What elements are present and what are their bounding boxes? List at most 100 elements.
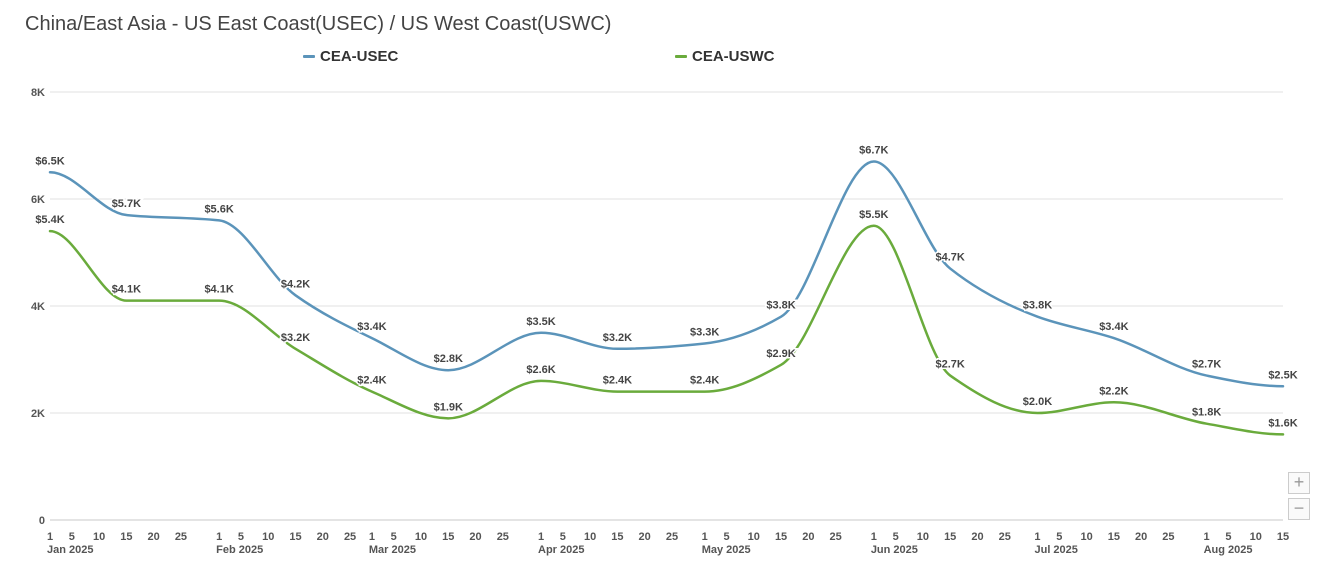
data-label-cea-uswc: $2.2K [1099,385,1128,397]
x-tick-label: 10 [748,531,760,543]
x-tick-label: 10 [415,531,427,543]
legend-swatch-cea-usec [303,55,315,58]
x-month-label: Apr 2025 [538,544,584,556]
x-tick-label: 20 [802,531,814,543]
data-label-cea-usec: $5.7K [112,198,141,210]
legend-item-cea-usec[interactable]: CEA-USEC [303,48,398,65]
y-tick-label: 8K [31,87,45,99]
data-label-cea-usec: $3.8K [766,300,795,312]
x-tick-label: 10 [1250,531,1262,543]
x-tick-label: 25 [175,531,187,543]
x-tick-label: 25 [999,531,1011,543]
data-label-cea-usec: $2.7K [1192,359,1221,371]
x-tick-label: 15 [944,531,956,543]
data-label-cea-usec: $5.6K [204,203,233,215]
x-month-label: Jun 2025 [871,544,918,556]
data-label-cea-uswc: $3.2K [281,332,310,344]
x-tick-label: 15 [442,531,454,543]
legend-label-cea-usec: CEA-USEC [320,48,399,65]
x-tick-label: 10 [1080,531,1092,543]
data-label-cea-usec: $3.8K [1023,300,1052,312]
x-tick-label: 15 [775,531,787,543]
x-month-label: Jan 2025 [47,544,93,556]
data-label-cea-uswc: $2.4K [603,375,632,387]
x-tick-label: 5 [893,531,899,543]
series-line-cea-usec [48,160,1285,388]
x-tick-label: 20 [148,531,160,543]
x-tick-label: 10 [93,531,105,543]
data-label-cea-uswc: $1.6K [1268,417,1297,429]
data-label-cea-uswc: $1.9K [434,401,463,413]
x-tick-label: 1 [1204,531,1210,543]
x-tick-label: 1 [1034,531,1040,543]
data-label-cea-uswc: $2.4K [690,375,719,387]
x-tick-label: 25 [830,531,842,543]
x-tick-label: 10 [262,531,274,543]
data-label-cea-usec: $6.5K [35,155,64,167]
data-label-cea-usec: $6.7K [859,145,888,157]
data-label-cea-usec: $2.5K [1268,369,1297,381]
legend-swatch-cea-uswc [675,55,687,58]
data-label-cea-uswc: $4.1K [112,284,141,296]
data-label-cea-uswc: $4.1K [204,284,233,296]
x-tick-label: 20 [1135,531,1147,543]
x-tick-label: 1 [216,531,222,543]
data-label-cea-uswc: $1.8K [1192,407,1221,419]
legend-label-cea-uswc: CEA-USWC [692,48,775,65]
x-tick-label: 25 [666,531,678,543]
x-tick-label: 1 [369,531,375,543]
x-tick-label: 5 [391,531,397,543]
legend-item-cea-uswc[interactable]: CEA-USWC [675,48,775,65]
data-label-cea-uswc: $2.4K [357,375,386,387]
data-label-cea-usec: $3.4K [1099,321,1128,333]
data-label-cea-uswc: $2.0K [1023,396,1052,408]
x-tick-label: 1 [871,531,877,543]
data-label-cea-usec: $4.2K [281,278,310,290]
x-month-label: May 2025 [702,544,751,556]
x-tick-label: 25 [344,531,356,543]
y-tick-label: 0 [39,515,45,527]
x-tick-label: 15 [289,531,301,543]
data-label-cea-uswc: $2.9K [766,348,795,360]
x-tick-label: 15 [611,531,623,543]
y-tick-label: 4K [31,301,45,313]
x-tick-label: 5 [238,531,244,543]
x-month-label: Aug 2025 [1204,544,1253,556]
x-tick-label: 15 [1277,531,1289,543]
data-label-cea-usec: $3.3K [690,326,719,338]
zoom-out-button[interactable]: − [1288,498,1310,520]
data-label-cea-usec: $4.7K [936,252,965,264]
series-line-cea-uswc [48,224,1285,436]
x-tick-label: 5 [560,531,566,543]
x-tick-label: 20 [971,531,983,543]
x-tick-label: 25 [497,531,509,543]
x-tick-label: 1 [538,531,544,543]
x-tick-label: 20 [317,531,329,543]
y-tick-label: 6K [31,194,45,206]
x-tick-label: 5 [723,531,729,543]
data-label-cea-uswc: $2.7K [936,359,965,371]
data-label-cea-usec: $3.4K [357,321,386,333]
x-tick-label: 20 [639,531,651,543]
y-tick-label: 2K [31,408,45,420]
x-month-label: Feb 2025 [216,544,263,556]
x-tick-label: 5 [1056,531,1062,543]
x-tick-label: 5 [69,531,75,543]
x-tick-label: 25 [1162,531,1174,543]
x-tick-label: 15 [120,531,132,543]
x-tick-label: 10 [584,531,596,543]
zoom-in-button[interactable]: + [1288,472,1310,494]
x-tick-label: 10 [917,531,929,543]
chart-title: China/East Asia - US East Coast(USEC) / … [25,13,612,35]
data-label-cea-uswc: $5.4K [35,214,64,226]
x-tick-label: 20 [469,531,481,543]
data-label-cea-usec: $2.8K [434,353,463,365]
data-label-cea-uswc: $5.5K [859,209,888,221]
data-label-cea-usec: $3.2K [603,332,632,344]
x-tick-label: 1 [702,531,708,543]
x-tick-label: 15 [1108,531,1120,543]
x-tick-label: 5 [1225,531,1231,543]
x-month-label: Jul 2025 [1034,544,1077,556]
data-label-cea-uswc: $2.6K [526,364,555,376]
